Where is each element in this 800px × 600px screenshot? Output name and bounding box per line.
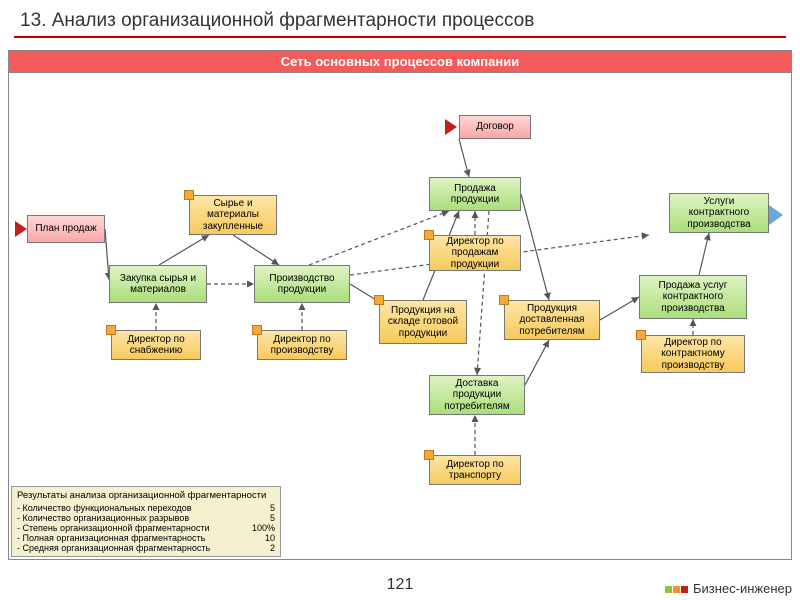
tag-icon [106, 325, 116, 335]
diagram-header: Сеть основных процессов компании [9, 51, 791, 73]
node-label: Продукция на складе готовой продукции [383, 305, 463, 340]
results-row: - Полная организационная фрагментарность… [17, 533, 275, 543]
tag-icon [636, 330, 646, 340]
node-dir-snab: Директор по снабжению [111, 330, 201, 360]
node-dir-transport: Директор по транспорту [429, 455, 521, 485]
tag-icon [499, 295, 509, 305]
tag-icon [424, 450, 434, 460]
result-label: - Полная организационная фрагментарность [17, 533, 205, 543]
node-dir-kontrakt: Директор по контрактному производству [641, 335, 745, 373]
node-label: Закупка сырья и материалов [113, 273, 203, 296]
node-label: Производство продукции [258, 273, 346, 296]
node-label: Продажа услуг контрактного производства [643, 280, 743, 315]
node-label: Директор по производству [261, 334, 343, 357]
tag-icon [374, 295, 384, 305]
page-number: 121 [387, 576, 414, 594]
node-label: Продукция доставленная потребителям [508, 303, 596, 338]
node-label: Договор [476, 121, 514, 133]
node-prod-sklad: Продукция на складе готовой продукции [379, 300, 467, 344]
tag-icon [184, 190, 194, 200]
diagram-canvas: План продаж Договор Сырье и материалы за… [9, 75, 791, 559]
node-dir-proizv: Директор по производству [257, 330, 347, 360]
diagram-area: Сеть основных процессов компании План пр… [8, 50, 792, 560]
results-row: - Степень организационной фрагментарност… [17, 523, 275, 533]
node-label: Услуги контрактного производства [673, 196, 765, 231]
node-prodazha-uslug: Продажа услуг контрактного производства [639, 275, 747, 319]
node-dir-prodazh: Директор по продажам продукции [429, 235, 521, 271]
arrow-indicator [445, 119, 457, 135]
node-zakupka: Закупка сырья и материалов [109, 265, 207, 303]
node-label: Доставка продукции потребителям [433, 378, 521, 413]
node-label: Директор по контрактному производству [645, 337, 741, 372]
arrow-indicator [769, 205, 783, 225]
node-dostavka: Доставка продукции потребителям [429, 375, 525, 415]
node-label: Директор по продажам продукции [433, 236, 517, 271]
result-value: 2 [270, 543, 275, 553]
node-label: Директор по снабжению [115, 334, 197, 357]
brand-square-icon [665, 586, 672, 593]
node-label: Сырье и материалы закупленные [193, 198, 273, 233]
result-value: 100% [252, 523, 275, 533]
brand-square-icon [673, 586, 680, 593]
result-label: - Средняя организационная фрагментарност… [17, 543, 210, 553]
node-label: Продажа продукции [433, 183, 517, 206]
result-value: 10 [265, 533, 275, 543]
tag-icon [424, 230, 434, 240]
slide-title: 13. Анализ организационной фрагментарнос… [14, 10, 786, 38]
result-value: 5 [270, 513, 275, 523]
footer-brand: Бизнес-инженер [665, 581, 792, 596]
results-row: - Средняя организационная фрагментарност… [17, 543, 275, 553]
node-uslugi: Услуги контрактного производства [669, 193, 769, 233]
result-label: - Количество функциональных переходов [17, 503, 192, 513]
result-label: - Степень организационной фрагментарност… [17, 523, 209, 533]
brand-square-icon [681, 586, 688, 593]
results-row: - Количество организационных разрывов 5 [17, 513, 275, 523]
node-dogovor: Договор [459, 115, 531, 139]
results-row: - Количество функциональных переходов 5 [17, 503, 275, 513]
node-prodazha-prod: Продажа продукции [429, 177, 521, 211]
arrow-indicator [15, 221, 27, 237]
node-syrye: Сырье и материалы закупленные [189, 195, 277, 235]
node-proizvodstvo: Производство продукции [254, 265, 350, 303]
results-panel: Результаты анализа организационной фрагм… [11, 486, 281, 557]
tag-icon [252, 325, 262, 335]
result-value: 5 [270, 503, 275, 513]
node-prod-dost: Продукция доставленная потребителям [504, 300, 600, 340]
node-plan-prodazh: План продаж [27, 215, 105, 243]
brand-text: Бизнес-инженер [693, 581, 792, 596]
result-label: - Количество организационных разрывов [17, 513, 189, 523]
node-label: Директор по транспорту [433, 459, 517, 482]
node-label: План продаж [35, 223, 96, 235]
results-header: Результаты анализа организационной фрагм… [17, 490, 275, 501]
